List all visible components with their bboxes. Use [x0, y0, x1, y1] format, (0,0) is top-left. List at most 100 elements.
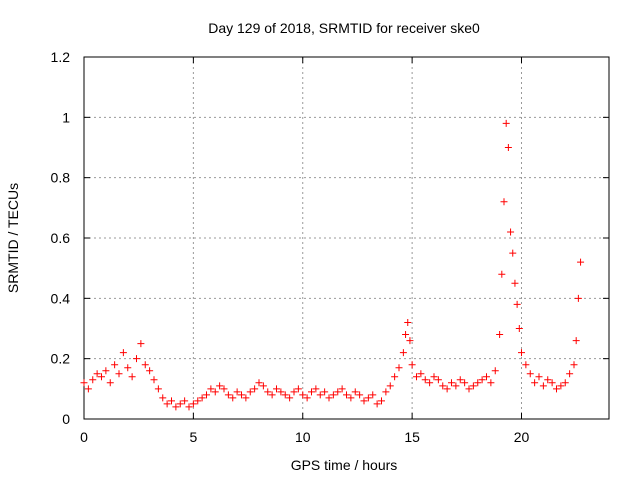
data-point — [294, 385, 302, 393]
data-point — [325, 394, 333, 402]
data-point — [238, 391, 245, 399]
data-point — [172, 403, 180, 411]
data-point — [251, 385, 259, 393]
data-points — [80, 119, 585, 411]
data-point — [154, 385, 162, 393]
data-point — [478, 376, 486, 384]
data-point — [115, 370, 123, 378]
data-point — [80, 379, 88, 387]
data-point — [106, 379, 114, 387]
data-point — [93, 370, 101, 378]
data-point — [163, 400, 171, 408]
data-point — [290, 388, 298, 396]
y-tick-label: 0.6 — [51, 230, 71, 246]
data-point — [329, 391, 337, 399]
y-tick-label: 0.4 — [51, 290, 71, 306]
data-point — [343, 391, 350, 399]
data-point — [426, 379, 434, 387]
data-point — [509, 249, 517, 257]
data-point — [406, 337, 414, 345]
x-tick-label: 20 — [514, 429, 530, 445]
data-point — [498, 270, 506, 278]
data-point — [312, 385, 320, 393]
data-point — [430, 373, 438, 381]
data-point — [417, 370, 425, 378]
data-point — [452, 382, 460, 390]
data-point — [456, 376, 464, 384]
y-tick-label: 1 — [62, 109, 70, 125]
data-point — [474, 379, 482, 387]
data-point — [561, 379, 569, 387]
data-point — [203, 391, 210, 399]
data-point — [491, 367, 499, 375]
data-point — [207, 385, 215, 393]
data-point — [220, 385, 228, 393]
data-point — [303, 394, 311, 402]
data-point — [531, 379, 539, 387]
data-point — [369, 391, 377, 399]
data-point — [487, 379, 495, 387]
data-point — [159, 394, 167, 402]
data-point — [572, 337, 580, 345]
data-point — [334, 388, 342, 396]
data-point — [84, 385, 92, 393]
data-point — [281, 391, 289, 399]
data-point — [461, 379, 469, 387]
data-point — [413, 373, 420, 381]
data-point — [574, 294, 582, 302]
data-point — [391, 373, 399, 381]
data-point — [443, 385, 451, 393]
data-point — [338, 385, 346, 393]
data-point — [299, 391, 307, 399]
data-point — [102, 367, 110, 375]
data-point — [553, 385, 560, 393]
data-point — [465, 385, 473, 393]
data-point — [89, 376, 97, 384]
data-point — [500, 198, 508, 206]
data-point — [224, 391, 232, 399]
data-point — [548, 379, 556, 387]
data-point — [483, 373, 490, 381]
data-point — [146, 367, 154, 375]
data-point — [246, 388, 254, 396]
x-axis-label: GPS time / hours — [291, 457, 398, 473]
data-point — [496, 331, 504, 339]
data-point — [402, 331, 410, 339]
data-point — [119, 349, 127, 357]
chart-title: Day 129 of 2018, SRMTID for receiver ske… — [208, 20, 480, 36]
data-point — [382, 388, 390, 396]
y-tick-label: 0.2 — [51, 351, 71, 367]
data-point — [216, 382, 224, 390]
data-point — [570, 361, 578, 369]
data-point — [395, 364, 403, 372]
y-tick-label: 0 — [62, 411, 70, 427]
axis-ticks: 0 0.2 0.4 0.6 0.8 1 1.2 0 5 10 15 20 — [51, 49, 609, 445]
data-point — [408, 361, 416, 369]
data-point — [168, 397, 175, 405]
data-point — [469, 382, 477, 390]
data-point — [522, 361, 530, 369]
data-point — [185, 403, 193, 411]
data-point — [321, 388, 329, 396]
data-point — [141, 361, 149, 369]
data-point — [434, 376, 442, 384]
data-point — [535, 373, 543, 381]
data-point — [194, 397, 202, 405]
data-point — [137, 340, 145, 348]
data-point — [511, 279, 519, 287]
data-point — [360, 397, 368, 405]
data-point — [98, 373, 105, 381]
data-point — [277, 388, 285, 396]
y-axis-label: SRMTID / TECUs — [5, 183, 21, 293]
data-point — [577, 258, 585, 266]
data-point — [111, 361, 119, 369]
data-point — [502, 119, 510, 127]
data-point — [557, 382, 565, 390]
data-point — [150, 376, 158, 384]
y-tick-label: 0.8 — [51, 170, 71, 186]
data-point — [259, 382, 267, 390]
data-point — [373, 400, 381, 408]
data-point — [198, 394, 206, 402]
data-point — [176, 400, 184, 408]
x-tick-label: 10 — [295, 429, 311, 445]
